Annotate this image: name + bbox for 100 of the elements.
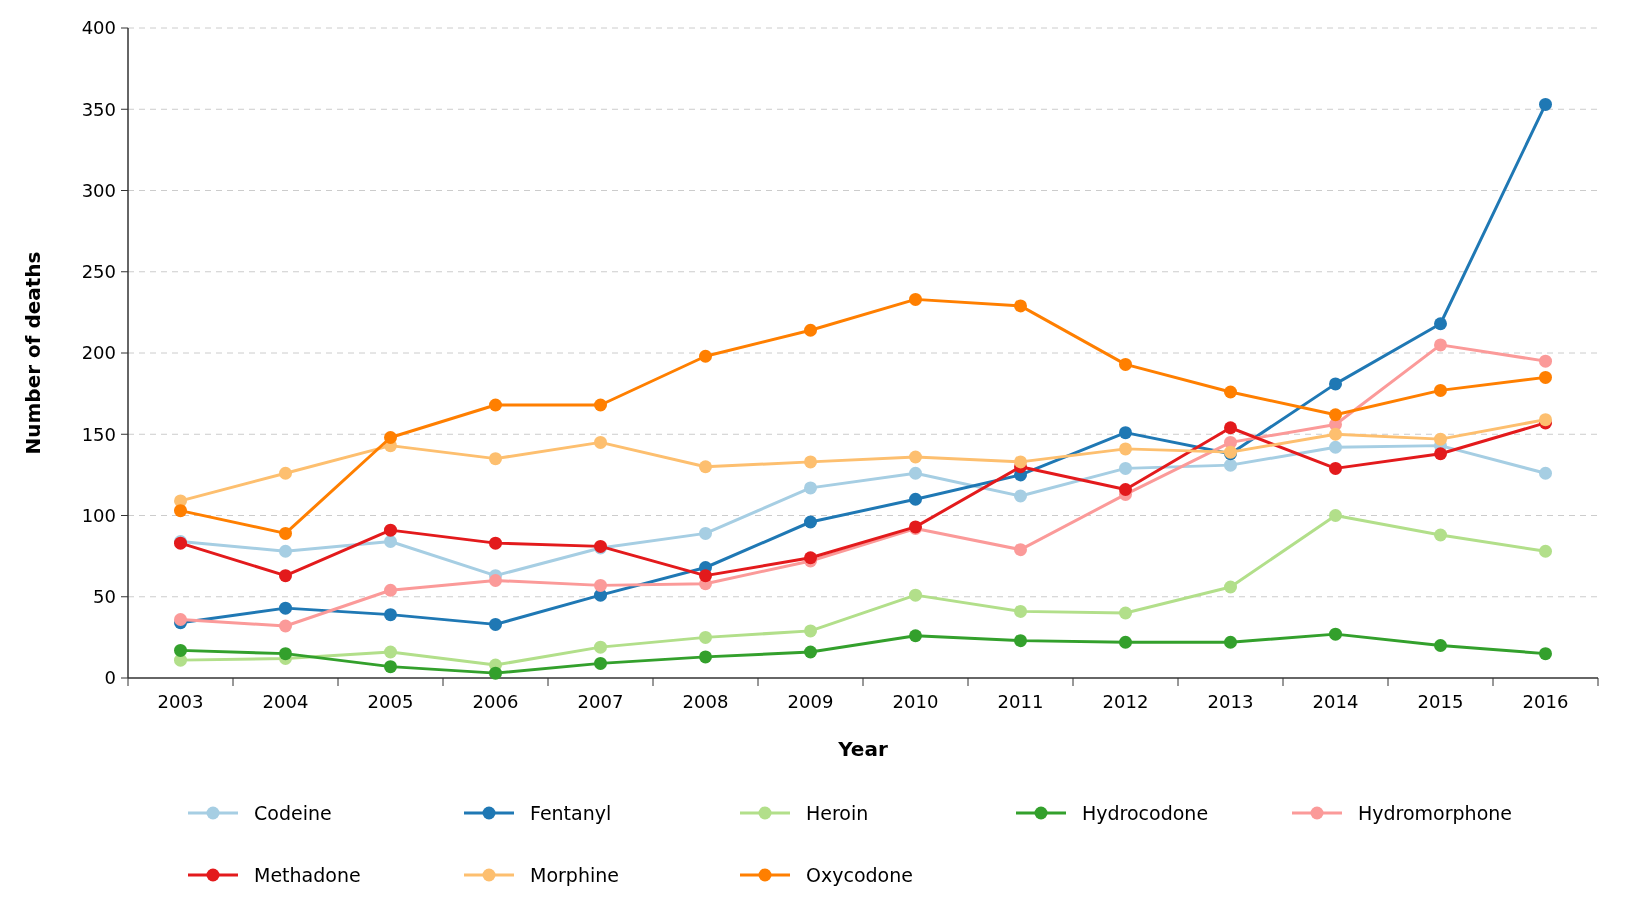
x-axis-title: Year	[837, 737, 888, 761]
point	[1329, 509, 1342, 522]
point	[699, 349, 712, 363]
point	[1014, 543, 1027, 557]
y-axis-title: Number of deaths	[21, 251, 45, 455]
point	[1539, 647, 1552, 661]
legend-label: Methadone	[254, 863, 361, 886]
point	[1329, 440, 1342, 454]
point	[804, 515, 817, 529]
x-tick-label: 2005	[367, 691, 414, 712]
x-tick-label: 2008	[682, 691, 729, 712]
point	[1224, 385, 1237, 399]
point	[384, 583, 397, 597]
point	[1434, 383, 1447, 397]
point	[909, 466, 922, 480]
point	[1539, 370, 1552, 384]
point	[594, 435, 607, 449]
legend-label: Morphine	[530, 863, 619, 886]
point	[1119, 461, 1132, 475]
point	[489, 617, 502, 631]
x-tick-label: 2003	[157, 691, 204, 712]
legend-label: Hydromorphone	[1358, 801, 1513, 824]
point	[1539, 354, 1552, 368]
point	[1539, 544, 1552, 558]
point	[1434, 639, 1447, 652]
point	[1224, 580, 1237, 594]
point	[489, 536, 502, 550]
x-tick-label: 2013	[1207, 691, 1254, 712]
point	[594, 398, 607, 412]
y-tick-label: 50	[93, 586, 116, 608]
point	[1119, 483, 1132, 496]
point	[909, 292, 922, 306]
legend-label: Hydrocodone	[1082, 801, 1209, 824]
point	[1014, 489, 1027, 503]
point	[1329, 461, 1342, 475]
point	[489, 452, 502, 466]
point	[1119, 606, 1132, 620]
x-tick-label: 2015	[1417, 691, 1464, 712]
point	[909, 629, 922, 643]
y-tick-label: 200	[81, 342, 116, 364]
point	[804, 455, 817, 469]
point	[384, 523, 397, 537]
point	[1329, 627, 1342, 641]
x-tick-label: 2007	[577, 691, 624, 712]
y-tick-label: 100	[81, 504, 116, 526]
point	[909, 492, 922, 506]
point	[1014, 604, 1027, 618]
point	[279, 544, 292, 558]
point	[1224, 421, 1237, 435]
y-tick-label: 250	[81, 261, 116, 283]
point	[489, 574, 502, 587]
point	[699, 650, 712, 664]
point	[279, 526, 292, 540]
point	[384, 608, 397, 622]
y-tick-label: 300	[81, 179, 116, 201]
legend-label: Oxycodone	[806, 863, 913, 886]
point	[384, 645, 397, 659]
point	[384, 660, 397, 674]
y-tick-label: 400	[81, 17, 116, 39]
y-tick-label: 350	[81, 98, 116, 120]
point	[1119, 442, 1132, 456]
x-tick-label: 2016	[1522, 691, 1569, 712]
point	[1119, 357, 1132, 371]
point	[804, 481, 817, 495]
point	[1014, 299, 1027, 313]
point	[1539, 97, 1552, 111]
y-tick-label: 150	[81, 423, 116, 445]
x-tick-label: 2014	[1312, 691, 1359, 712]
point	[699, 526, 712, 540]
point	[1329, 377, 1342, 391]
point	[174, 504, 187, 518]
point	[489, 398, 502, 412]
point	[1434, 432, 1447, 446]
point	[1434, 338, 1447, 352]
point	[384, 535, 397, 548]
point	[279, 647, 292, 661]
point	[279, 619, 292, 633]
y-tick-label: 0	[104, 667, 116, 689]
point	[279, 601, 292, 615]
point	[1434, 528, 1447, 542]
point	[1119, 426, 1132, 440]
legend-label: Fentanyl	[530, 801, 612, 824]
point	[699, 569, 712, 583]
point	[804, 323, 817, 337]
point	[804, 645, 817, 659]
point	[1329, 408, 1342, 422]
point	[594, 578, 607, 592]
point	[804, 624, 817, 638]
point	[699, 630, 712, 644]
x-tick-label: 2004	[262, 691, 309, 712]
point	[279, 569, 292, 583]
point	[174, 643, 187, 657]
x-tick-label: 2009	[787, 691, 834, 712]
point	[1434, 317, 1447, 331]
point	[1434, 447, 1447, 461]
point	[1119, 635, 1132, 649]
point	[909, 588, 922, 602]
legend-label: Codeine	[254, 801, 332, 824]
point	[384, 431, 397, 444]
x-tick-label: 2010	[892, 691, 939, 712]
